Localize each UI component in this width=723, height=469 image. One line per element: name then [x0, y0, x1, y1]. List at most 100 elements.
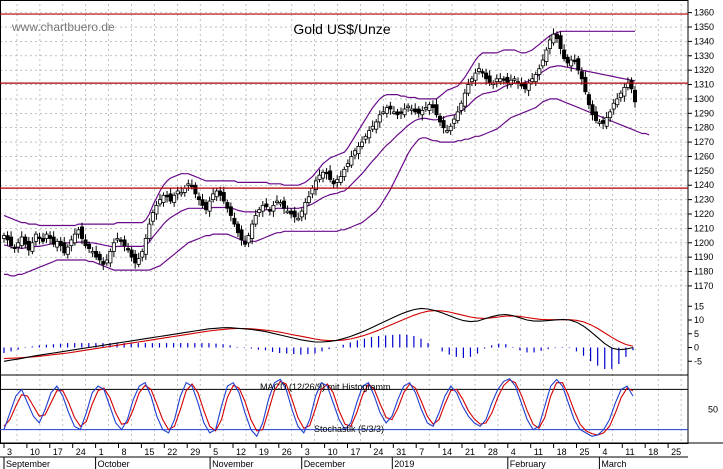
candle-up	[374, 121, 379, 130]
candle-up	[65, 246, 70, 255]
month-label: March	[601, 459, 626, 469]
candle-down	[555, 33, 560, 39]
candle-down	[243, 240, 248, 245]
y-tick-label: 1170	[694, 281, 713, 291]
candle-up	[363, 135, 368, 140]
y-tick-label: 1340	[694, 36, 714, 46]
candle-down	[23, 236, 28, 245]
x-tick-label: 28	[488, 447, 498, 457]
horizontal-lines-layer	[0, 13, 688, 189]
candle-down	[232, 217, 237, 225]
candle-down	[168, 193, 173, 202]
x-tick-label: 24	[373, 447, 383, 457]
candle-up	[611, 102, 616, 110]
candle-up	[608, 111, 613, 119]
candle-up	[459, 102, 464, 111]
candle-up	[310, 187, 315, 195]
candle-down	[221, 192, 226, 202]
x-tick-label: 1	[99, 447, 104, 457]
month-label: 2019	[394, 459, 414, 469]
macd-tick-label: 15	[694, 301, 704, 311]
stoch-d-line	[3, 379, 634, 436]
candle-up	[452, 118, 457, 124]
candle-down	[434, 104, 439, 116]
candle-down	[601, 120, 606, 124]
bollinger-upper-line	[3, 30, 635, 227]
x-tick-label: 31	[396, 447, 406, 457]
x-tick-label: 17	[53, 447, 63, 457]
candle-up	[604, 117, 609, 127]
y-tick-label: 1220	[694, 209, 714, 219]
candle-up	[211, 193, 216, 201]
candle-up	[76, 229, 81, 235]
candle-up	[182, 187, 187, 193]
candle-up	[338, 176, 343, 183]
macd-signal-line	[3, 310, 634, 360]
x-tick-label: 8	[122, 447, 127, 457]
candle-down	[133, 253, 138, 264]
candle-up	[445, 130, 450, 133]
candle-down	[438, 115, 443, 123]
candle-down	[9, 236, 14, 247]
candle-up	[253, 215, 258, 225]
y-tick-label: 1300	[694, 94, 714, 104]
candle-up	[360, 141, 365, 147]
candle-down	[83, 239, 88, 247]
candle-up	[317, 174, 322, 180]
candle-up	[108, 251, 113, 264]
candle-down	[416, 108, 421, 114]
candle-up	[2, 235, 7, 239]
candle-up	[19, 236, 24, 247]
candle-down	[200, 199, 205, 206]
candle-up	[473, 72, 478, 81]
candle-up	[508, 79, 513, 85]
candle-up	[530, 78, 535, 83]
candle-down	[58, 240, 63, 247]
candle-up	[115, 238, 120, 241]
y-tick-label: 1210	[694, 223, 714, 233]
macd-tick-label: -5	[694, 356, 702, 366]
candle-up	[246, 235, 251, 244]
x-tick-label: 5	[213, 447, 218, 457]
candle-down	[228, 206, 233, 216]
x-tick-label: 4	[511, 447, 516, 457]
candle-down	[282, 200, 287, 209]
candle-up	[406, 105, 411, 109]
candle-down	[225, 202, 230, 209]
x-tick-label: 14	[442, 447, 452, 457]
x-tick-label: 11	[534, 447, 543, 457]
candle-down	[594, 111, 599, 121]
candle-up	[469, 78, 474, 83]
candle-up	[147, 223, 152, 239]
candle-up	[335, 179, 340, 183]
candle-down	[324, 171, 329, 175]
candle-down	[235, 223, 240, 234]
y-tick-label: 1190	[694, 252, 713, 262]
candle-down	[126, 248, 131, 251]
candle-up	[69, 239, 74, 247]
candle-down	[87, 243, 92, 249]
x-tick-label: 17	[351, 447, 361, 457]
candle-up	[179, 192, 184, 195]
candle-down	[562, 49, 567, 60]
candle-up	[214, 190, 219, 198]
candle-up	[618, 92, 623, 98]
stoch-k-line	[3, 378, 634, 438]
candle-down	[62, 242, 67, 254]
candle-down	[328, 170, 333, 180]
candle-down	[590, 104, 595, 116]
candle-up	[72, 233, 77, 244]
month-label: September	[6, 459, 50, 469]
macd-tick-label: 0	[694, 343, 699, 353]
candle-down	[204, 202, 209, 211]
x-tick-label: 26	[282, 447, 292, 457]
stoch-tick-label: 50	[708, 405, 718, 415]
x-tick-label: 19	[259, 447, 269, 457]
y-tick-label: 1350	[694, 22, 714, 32]
candle-up	[367, 130, 372, 139]
candle-down	[196, 196, 201, 201]
candle-up	[140, 251, 145, 258]
candle-up	[477, 68, 482, 73]
candle-up	[537, 68, 542, 75]
y-tick-label: 1240	[694, 180, 714, 190]
